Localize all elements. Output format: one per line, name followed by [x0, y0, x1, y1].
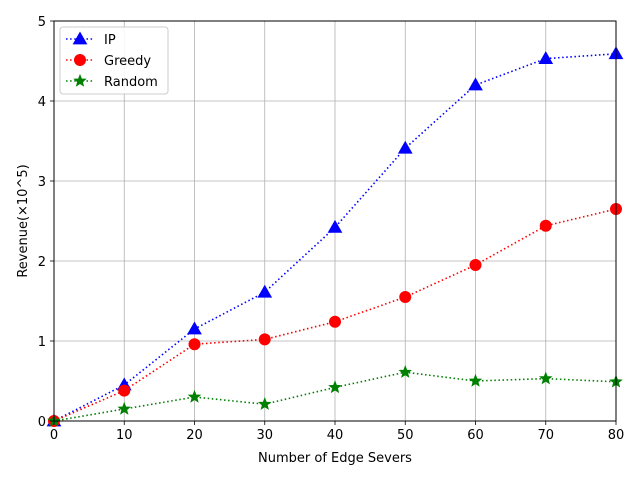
legend: IP Greedy Random	[59, 26, 169, 95]
legend-label: IP	[104, 33, 116, 48]
data-point	[398, 365, 413, 378]
x-tick-label: 20	[186, 428, 203, 443]
y-axis-label: Revenue(×10^5)	[16, 164, 31, 277]
x-tick-label: 70	[537, 428, 554, 443]
y-tick-label: 3	[38, 175, 46, 190]
data-point	[539, 219, 552, 232]
x-tick-label: 0	[50, 428, 58, 443]
legend-item: IP	[66, 31, 116, 48]
y-tick-label: 1	[38, 335, 46, 350]
data-point	[329, 315, 341, 328]
legend-item: Greedy	[66, 54, 151, 69]
data-point	[327, 219, 343, 233]
x-axis-label: Number of Edge Severs	[258, 451, 412, 466]
data-point	[538, 371, 553, 385]
data-point	[118, 384, 131, 397]
x-tick-label: 30	[256, 428, 273, 443]
data-point	[187, 321, 202, 335]
legend-item: Random	[66, 73, 158, 90]
legend-label: Random	[104, 75, 158, 90]
legend-marker	[72, 31, 88, 45]
y-tick-label: 0	[38, 415, 46, 430]
data-point	[328, 380, 342, 394]
data-point	[469, 259, 482, 271]
y-tick-label: 4	[38, 95, 46, 110]
data-point	[397, 140, 413, 154]
data-point	[538, 51, 554, 64]
y-tick-label: 2	[38, 255, 46, 270]
data-point	[399, 291, 412, 303]
data-point	[187, 389, 202, 403]
series-layer	[46, 46, 624, 427]
x-tick-label: 50	[397, 428, 414, 443]
data-point	[258, 333, 271, 346]
data-point	[468, 77, 483, 91]
x-tick-label: 10	[116, 428, 133, 443]
data-point	[188, 338, 201, 351]
data-point	[468, 373, 483, 387]
data-point	[117, 401, 132, 415]
x-tick-label: 60	[467, 428, 484, 443]
legend-marker	[74, 54, 86, 66]
data-point	[257, 397, 272, 410]
x-tick-label: 40	[327, 428, 344, 443]
axis-ticks: 0 10 20 30 40 50 60 70 80 0 1 2 3 4 5	[38, 15, 625, 443]
legend-label: Greedy	[104, 54, 151, 69]
legend-marker	[73, 73, 87, 87]
y-tick-label: 5	[38, 15, 46, 30]
series-line	[53, 371, 617, 422]
x-tick-label: 80	[608, 428, 625, 443]
data-point	[257, 284, 273, 298]
